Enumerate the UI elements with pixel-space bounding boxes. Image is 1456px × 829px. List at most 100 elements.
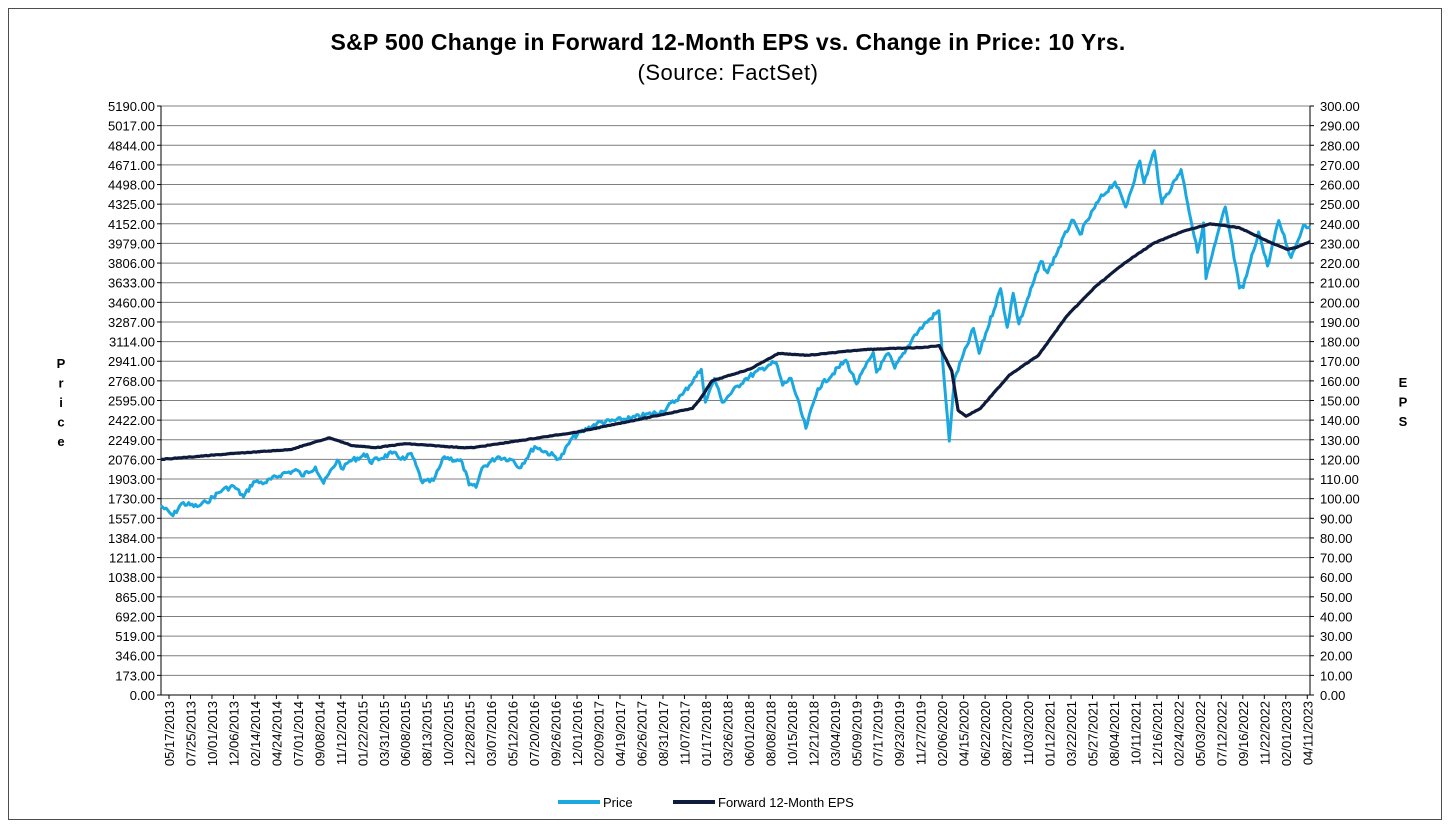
x-axis-ticks: 05/17/2013 07/25/2013 10/01/2013 12/06/2013…	[162, 695, 1315, 766]
left-tick-label: 4844.00	[108, 138, 155, 153]
price-point	[342, 468, 344, 471]
right-tick-label: 140.00	[1320, 413, 1360, 428]
price-point	[817, 387, 819, 390]
eps-point	[863, 348, 866, 351]
left-tick-label: 3114.00	[109, 335, 155, 350]
right-tick-label: 290.00	[1320, 119, 1360, 134]
x-tick-label: 05/12/2016	[506, 701, 521, 766]
right-tick-label: 20.00	[1320, 649, 1353, 664]
eps-point	[351, 444, 354, 447]
eps-point	[965, 415, 967, 418]
price-point	[443, 455, 446, 458]
price-point	[1205, 277, 1207, 280]
left-tick-label: 3979.00	[108, 236, 155, 251]
right-axis-ticks: 0.00 10.00 20.00 30.00 40.00 50.00 60.00 70.00 8…	[1310, 99, 1360, 703]
eps-point	[1066, 315, 1068, 317]
right-tick-label: 250.00	[1320, 197, 1360, 212]
price-point	[1266, 265, 1269, 267]
price-point	[322, 482, 325, 485]
price-point	[704, 401, 707, 404]
left-tick-label: 692.00	[115, 609, 155, 624]
price-point	[421, 482, 424, 484]
x-tick-label: 03/31/2015	[377, 701, 392, 766]
price-point	[533, 445, 536, 448]
x-tick-label: 04/19/2017	[613, 701, 628, 766]
left-tick-label: 1557.00	[108, 511, 155, 526]
left-tick-label: 519.00	[115, 629, 155, 644]
price-point	[301, 475, 303, 477]
legend-eps-label: Forward 12-Month EPS	[718, 795, 854, 810]
price-point	[681, 393, 684, 396]
x-tick-label: 11/22/2022	[1257, 701, 1272, 765]
eps-point	[1209, 223, 1212, 225]
left-tick-label: 0.00	[130, 688, 155, 703]
eps-point	[979, 407, 982, 410]
right-tick-label: 10.00	[1320, 668, 1353, 683]
y-axis-title-left-letter: e	[57, 434, 64, 449]
left-tick-label: 3287.00	[108, 315, 155, 330]
x-tick-label: 01/22/2015	[355, 701, 370, 766]
series-eps-line	[161, 222, 1311, 461]
x-tick-label: 01/17/2018	[699, 701, 714, 766]
price-point	[872, 351, 875, 354]
eps-point	[1309, 240, 1311, 243]
legend: Price Forward 12-Month EPS	[558, 795, 854, 810]
price-point	[222, 488, 224, 491]
y-axis-title-left-letter: P	[57, 356, 66, 371]
price-point	[887, 352, 890, 355]
left-tick-label: 2941.00	[108, 354, 155, 369]
price-point	[630, 417, 633, 419]
left-tick-label: 3633.00	[108, 276, 155, 291]
price-point	[468, 484, 470, 486]
eps-point	[749, 368, 751, 370]
eps-point	[807, 354, 809, 357]
left-tick-label: 1038.00	[108, 570, 155, 585]
price-point	[1124, 206, 1127, 208]
x-tick-label: 04/15/2020	[957, 701, 972, 766]
left-tick-label: 2422.00	[108, 413, 155, 428]
price-point	[475, 486, 477, 489]
left-tick-label: 4152.00	[108, 217, 155, 232]
price-point	[432, 479, 435, 482]
right-tick-label: 70.00	[1320, 551, 1353, 566]
price-point	[512, 459, 514, 461]
price-point	[941, 359, 944, 362]
left-axis-ticks: 0.00 173.00 346.00 519.00 692.00 865.00 1038.0…	[108, 99, 161, 703]
eps-point	[691, 407, 694, 410]
x-tick-label: 07/25/2013	[183, 701, 198, 766]
price-point	[252, 480, 255, 483]
right-tick-label: 280.00	[1320, 138, 1360, 153]
series	[160, 149, 1311, 518]
price-point	[205, 501, 208, 503]
x-tick-label: 07/17/2019	[871, 701, 886, 766]
price-point	[410, 452, 413, 455]
right-tick-label: 160.00	[1320, 374, 1360, 389]
price-point	[1006, 326, 1008, 329]
left-tick-label: 4325.00	[108, 197, 155, 212]
x-tick-label: 03/07/2016	[484, 701, 499, 766]
eps-point	[922, 346, 924, 349]
x-tick-label: 07/20/2016	[527, 701, 542, 766]
left-tick-label: 4498.00	[108, 178, 155, 193]
chart-subtitle: (Source: FactSet)	[637, 60, 819, 85]
x-tick-label: 08/04/2021	[1107, 701, 1122, 766]
x-tick-label: 02/24/2022	[1171, 701, 1186, 766]
left-tick-label: 865.00	[115, 590, 155, 605]
x-tick-label: 12/01/2016	[570, 701, 585, 766]
price-point	[1071, 219, 1073, 221]
price-point	[790, 377, 792, 380]
eps-point	[1296, 246, 1298, 249]
left-tick-label: 4671.00	[108, 158, 155, 173]
price-point	[336, 459, 339, 461]
x-tick-label: 05/17/2013	[162, 701, 177, 766]
price-point	[296, 469, 299, 472]
left-tick-label: 1211.00	[109, 551, 155, 566]
chart-frame	[8, 8, 1442, 820]
price-point	[348, 460, 351, 463]
price-point	[1278, 219, 1280, 222]
x-tick-label: 12/21/2018	[806, 701, 821, 766]
right-tick-label: 200.00	[1320, 295, 1360, 310]
price-point	[768, 364, 770, 366]
right-tick-label: 130.00	[1320, 433, 1360, 448]
x-tick-label: 02/06/2020	[935, 701, 950, 766]
